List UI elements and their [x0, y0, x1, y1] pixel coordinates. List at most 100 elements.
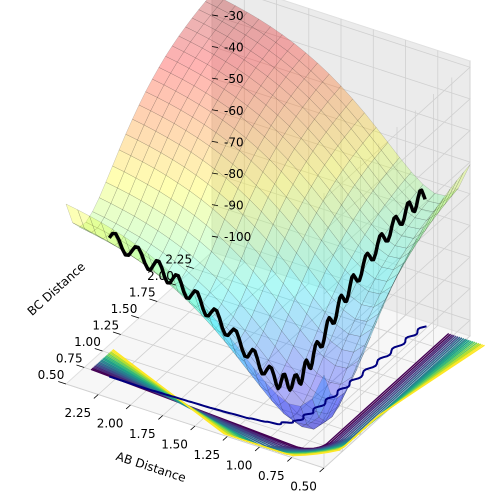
surface-patch-20-0: [77, 209, 97, 236]
surface-patch-16-10: [190, 137, 210, 161]
surface-patch-8-10: [284, 223, 304, 254]
surface-patch-17-9: [172, 144, 192, 168]
surface-patch-5-17: [366, 190, 386, 215]
surface-patch-15-8: [189, 174, 209, 200]
surface-patch-17-19: [238, 34, 258, 52]
surface-patch-3-4: [303, 388, 323, 412]
surface-patch-5-0: [253, 367, 273, 402]
surface-patch-8-15: [317, 164, 337, 191]
surface-patch-1-4: [326, 391, 346, 415]
x-tick-label-5: 1.75: [129, 427, 156, 441]
surface-patch-14-5: [181, 231, 200, 258]
surface-patch-9-11: [279, 196, 299, 225]
x-tick-label-0: 0.50: [290, 479, 317, 493]
surface-patch-1-16: [406, 230, 426, 249]
surface-patch-16-15: [223, 78, 243, 98]
surface-patch-3-7: [323, 340, 343, 367]
surface-patch-19-9: [148, 130, 168, 153]
surface-patch-20-20: [210, 7, 230, 22]
surface-patch-6-12: [321, 227, 341, 256]
surface-patch-6-20: [374, 149, 394, 174]
surface-patch-18-18: [220, 36, 240, 53]
surface-patch-8-18: [337, 136, 357, 161]
surface-patch-7-7: [276, 283, 296, 316]
surface-patch-20-2: [90, 227, 110, 240]
surface-patch-13-7: [206, 208, 225, 236]
surface-patch-21-0: [65, 203, 85, 229]
y-tick-label-7: 2.25: [165, 252, 192, 266]
surface-patch-11-14: [275, 136, 295, 161]
surface-patch-17-13: [198, 92, 218, 113]
surface-patch-14-15: [247, 95, 267, 116]
surface-patch-15-10: [202, 145, 222, 170]
surface-patch-8-12: [297, 197, 317, 226]
x-tick-2: [254, 446, 260, 452]
surface-patch-13-16: [265, 94, 285, 116]
surface-patch-21-5: [98, 181, 118, 204]
surface-patch-18-13: [187, 85, 207, 105]
surface-patch-0-6: [351, 336, 371, 377]
surface-patch-5-2: [266, 385, 286, 406]
surface-patch-9-20: [339, 106, 359, 130]
surface-patch-9-12: [286, 184, 305, 212]
surface-patch-20-14: [170, 61, 190, 80]
surface-patch-6-1: [248, 371, 268, 392]
surface-patch-16-5: [157, 214, 177, 240]
surface-patch-18-7: [147, 168, 167, 192]
surface-patch-20-18: [196, 23, 216, 40]
surface-patch-10-13: [281, 159, 300, 185]
surface-patch-15-17: [248, 67, 268, 87]
surface-patch-18-12: [180, 97, 200, 118]
surface-patch-19-4: [115, 209, 135, 231]
surface-patch-12-11: [244, 160, 264, 186]
surface-patch-6-11: [314, 240, 334, 270]
y-tick-1: [76, 364, 85, 368]
surface-patch-15-20: [268, 42, 288, 60]
surface-patch-0-7: [358, 320, 378, 361]
y-tick-label-5: 1.75: [129, 285, 156, 299]
surface-patch-2-11: [361, 291, 381, 308]
surface-patch-3-0: [276, 394, 296, 423]
surface-patch-5-13: [339, 230, 359, 258]
surface-patch-21-9: [125, 118, 145, 141]
surface-patch-17-5: [145, 207, 165, 231]
grid-line-z-2: [211, 46, 471, 263]
surface-patch-7-21: [369, 127, 389, 151]
surface-patch-10-5: [227, 274, 247, 304]
surface-patch-1-12: [379, 273, 400, 295]
surface-patch-1-8: [353, 328, 373, 353]
grid-line-y-2: [102, 160, 361, 436]
surface-patch-8-16: [324, 154, 344, 180]
surface-patch-8-20: [350, 120, 370, 144]
surface-patch-2-19: [414, 209, 434, 221]
surface-patch-7-20: [362, 134, 382, 159]
surface-patch-0-21: [451, 164, 471, 197]
grid-line-z-4: [211, 109, 471, 327]
surface-patch-6-7: [288, 298, 307, 331]
surface-patch-8-9: [277, 237, 297, 269]
surface-patch-14-12: [227, 128, 247, 152]
surface-patch-2-13: [374, 266, 394, 282]
x-tick-label-2: 1.00: [226, 458, 253, 472]
surface-patch-17-14: [205, 81, 225, 101]
surface-patch-16-6: [164, 198, 184, 224]
surface-patch-9-17: [319, 131, 339, 156]
surface-patch-17-20: [245, 26, 265, 43]
surface-patch-21-10: [132, 104, 151, 126]
surface-patch-1-19: [426, 204, 446, 221]
y-tick-4: [131, 315, 140, 319]
surface-patch-4-1: [271, 400, 291, 419]
surface-patch-19-0: [89, 215, 109, 242]
surface-patch-16-19: [250, 42, 270, 60]
surface-patch-5-14: [346, 219, 366, 246]
surface-patch-6-10: [308, 253, 327, 284]
z-tick-7: [211, 204, 219, 206]
surface-patch-20-8: [130, 139, 150, 163]
surface-patch-16-17: [237, 59, 257, 78]
z-tick-label-5: -70: [224, 135, 244, 149]
surface-patch-12-9: [231, 188, 250, 215]
surface-patch-19-21: [228, 5, 248, 21]
surface-patch-9-10: [272, 209, 292, 239]
surface-patch-6-4: [268, 346, 288, 376]
surface-patch-15-4: [162, 238, 182, 262]
